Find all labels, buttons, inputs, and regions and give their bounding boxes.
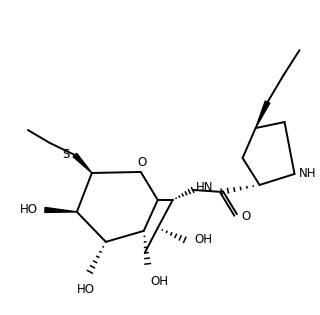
Polygon shape [73, 153, 92, 173]
Polygon shape [256, 101, 270, 128]
Text: NH: NH [299, 168, 316, 180]
Text: HO: HO [20, 203, 38, 216]
Text: O: O [242, 210, 251, 223]
Text: OH: OH [195, 233, 213, 246]
Text: O: O [137, 157, 146, 169]
Polygon shape [45, 207, 77, 212]
Text: HN: HN [196, 181, 213, 194]
Text: HO: HO [77, 283, 95, 296]
Text: OH: OH [151, 275, 169, 288]
Text: S: S [62, 147, 70, 161]
